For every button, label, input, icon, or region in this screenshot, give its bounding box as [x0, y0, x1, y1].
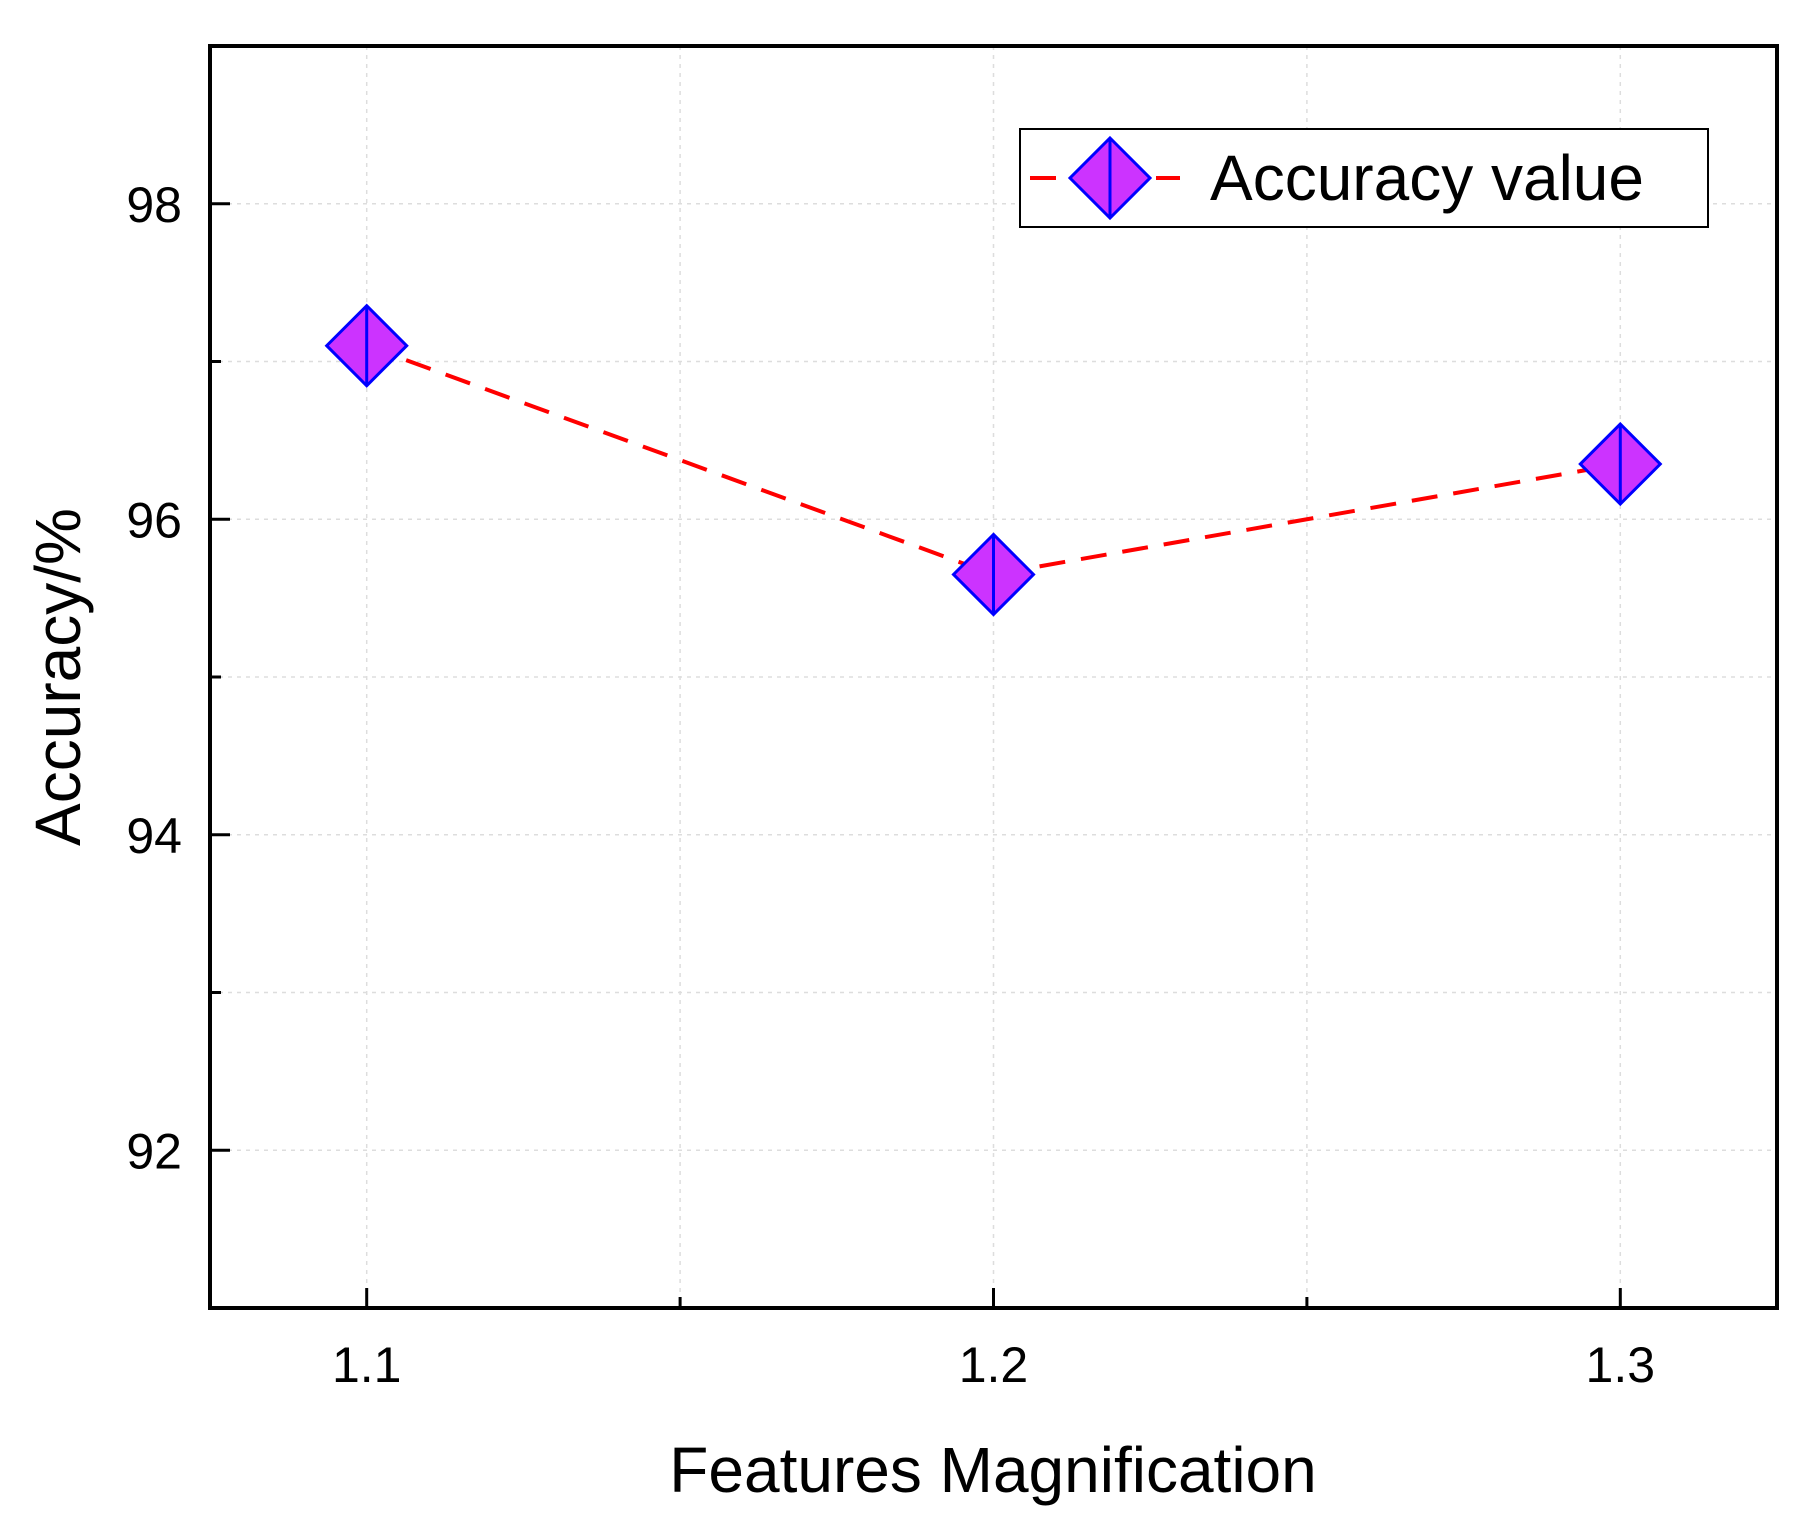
- y-axis-label: Accuracy/%: [22, 508, 94, 846]
- x-tick-label: 1.1: [332, 1337, 402, 1393]
- y-tick-label: 92: [126, 1123, 182, 1179]
- y-tick-labels: 92 94 96 98: [126, 177, 182, 1180]
- x-axis-label: Features Magnification: [669, 1434, 1316, 1506]
- y-tick-label: 98: [126, 177, 182, 233]
- y-tick-label: 96: [126, 492, 182, 548]
- grid-lines: [210, 46, 1777, 1308]
- x-tick-labels: 1.1 1.2 1.3: [332, 1337, 1655, 1393]
- y-tick-label: 94: [126, 808, 182, 864]
- legend: Accuracy value: [1019, 128, 1709, 228]
- axis-ticks: [210, 202, 1622, 1308]
- series-line: [366, 343, 1621, 577]
- x-tick-label: 1.3: [1586, 1337, 1656, 1393]
- series-layer: [324, 303, 1663, 617]
- legend-label: Accuracy value: [1210, 142, 1644, 214]
- x-tick-label: 1.2: [959, 1337, 1029, 1393]
